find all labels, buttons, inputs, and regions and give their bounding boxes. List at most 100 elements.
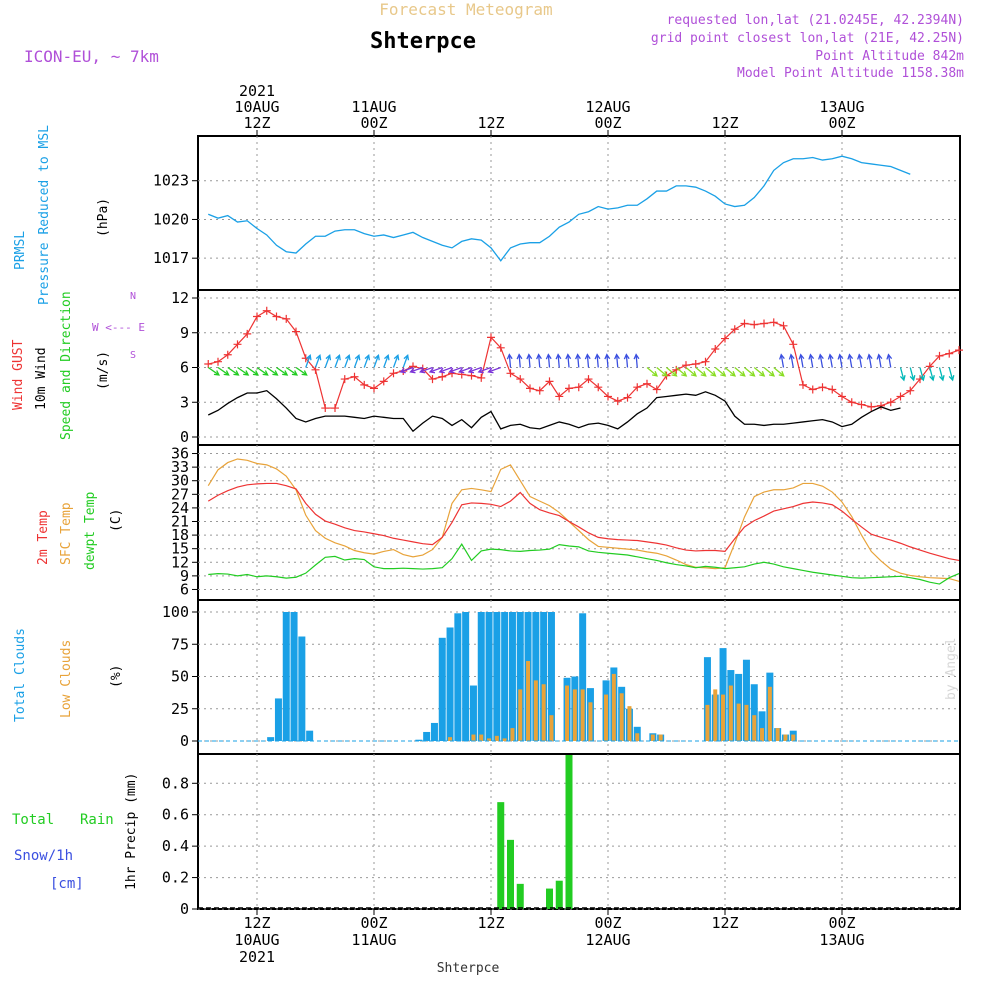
gust-marker [877,401,885,410]
precip-cm-label: [cm] [50,876,84,892]
total-cloud-bar [516,612,524,741]
low-cloud-bar [775,728,780,741]
gust-marker [340,375,349,384]
wind-arrow [266,366,278,376]
wind-arrowhead [739,370,746,377]
gust-marker [477,373,486,382]
wind-arrowhead [384,354,390,361]
wind-arrow [305,355,311,368]
wind-arrow [410,366,423,373]
wind-arrow [744,367,755,377]
total-clouds-label: Total Clouds [13,628,28,722]
wind-arrowhead [623,353,630,360]
wind-arrow [586,354,590,368]
wind-arrow [314,355,321,368]
gust-marker [828,385,837,394]
wind-arrowhead [909,375,916,382]
wind-arrow [763,367,775,377]
wind-arrow [478,366,492,373]
wind-arrow [646,367,658,377]
wind-arrowhead [681,370,688,377]
time-label-top: 00Z [360,114,387,132]
y-tick-label: 36 [171,445,189,463]
gust-marker [584,375,593,384]
wind-arrowhead [354,354,361,361]
y-tick-label: 1020 [153,210,189,228]
wind-dir-label: Speed and Direction [59,291,74,440]
wind-arrowhead [604,353,611,360]
gust-marker [516,375,525,384]
gust-marker [565,384,573,393]
wind-arrowhead [374,354,380,361]
gust-marker [604,392,612,401]
total-cloud-bar [462,612,470,741]
wind-arrow [819,354,824,368]
total-cloud-bar [298,636,306,741]
wind-arrowhead [301,370,308,376]
y-tick-label: 0.8 [162,774,189,792]
model-label: ICON-EU, ~ 7km [24,47,159,66]
gust-marker [204,360,213,369]
wind-arrowhead [526,353,533,360]
low-cloud-bar [728,685,733,741]
total-cloud-bar [501,612,509,741]
panel-frame [197,753,961,910]
wind-arrowhead [847,353,854,360]
total-cloud-bar [579,613,587,741]
wind-arrow [508,354,512,368]
time-label-bottom: 2021 [239,948,275,966]
wind-arrowhead [233,370,240,376]
total-cloud-bar [750,684,758,741]
time-label-top: 12Z [243,114,270,132]
wind-arrow [528,354,531,368]
low-cloud-bar [533,680,538,741]
gust-marker [331,404,339,413]
low-cloud-bar [767,686,772,741]
wind-arrow [363,355,370,368]
time-label-top: 12Z [477,114,504,132]
total-cloud-bar [415,739,423,741]
sfc-temp-label: SFC Temp [59,502,74,565]
wind-arrow [402,355,409,368]
wind-arrowhead [223,370,230,376]
low-cloud-bar [526,661,531,741]
gust-marker [760,319,768,328]
low-cloud-bar [479,734,484,741]
gust-marker [438,372,447,381]
gust-marker [935,351,944,360]
prmsl-desc-label: Pressure Reduced to MSL [37,125,52,305]
total-cloud-bar [423,731,431,741]
time-label-top: 13AUG [819,98,864,116]
y-tick-label: 1017 [153,249,189,267]
wind-arrow [246,366,259,376]
gust-marker [292,327,300,336]
gust-marker [643,379,651,388]
wind-arrow [858,354,863,368]
wind-arrowhead [700,370,707,377]
bottom-location: Shterpce [437,961,500,976]
gust-marker [818,383,827,392]
temp-panel-labels: 2m Temp SFC Temp dewpt Temp (C) [36,492,124,570]
wind10-label: 10m Wind [34,347,49,410]
wind-arrow [576,354,580,368]
prmsl-unit-label: (hPa) [96,198,111,237]
watermark: by Angel [944,637,959,700]
wind-arrowhead [818,353,824,360]
y-tick-label: 50 [171,668,189,686]
time-label-top: 2021 [239,82,275,100]
wind-arrowhead [779,353,785,360]
wind-arrow [227,366,239,376]
gust-marker [691,360,700,369]
wind-arrowhead [633,353,640,360]
wind-arrow [929,367,934,381]
wind-arrow [429,366,443,373]
wind-arrow [567,354,570,368]
gust-marker [379,377,388,386]
gust-marker [711,344,720,353]
wind-arrow [695,367,707,377]
gust-marker [740,319,749,328]
wind-arrowhead [749,370,756,377]
total-cloud-bar [758,711,766,741]
low-cloud-bar [494,735,499,741]
